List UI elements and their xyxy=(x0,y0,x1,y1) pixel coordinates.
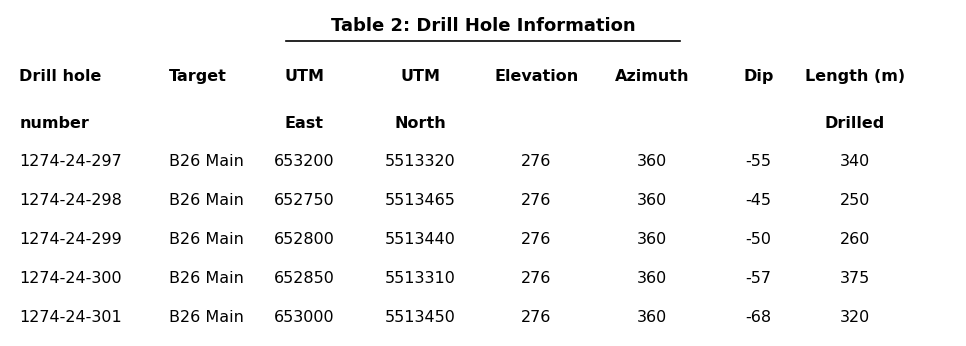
Text: 1274-24-297: 1274-24-297 xyxy=(19,154,122,169)
Text: Elevation: Elevation xyxy=(494,69,579,84)
Text: 360: 360 xyxy=(637,271,668,286)
Text: -57: -57 xyxy=(746,271,771,286)
Text: 652800: 652800 xyxy=(273,232,335,247)
Text: 652750: 652750 xyxy=(274,193,334,208)
Text: 250: 250 xyxy=(839,193,870,208)
Text: 276: 276 xyxy=(521,154,552,169)
Text: number: number xyxy=(19,116,89,131)
Text: -68: -68 xyxy=(745,310,772,325)
Text: 1274-24-300: 1274-24-300 xyxy=(19,271,122,286)
Text: B26 Main: B26 Main xyxy=(169,310,244,325)
Text: Drilled: Drilled xyxy=(825,116,885,131)
Text: 5513450: 5513450 xyxy=(384,310,456,325)
Text: -50: -50 xyxy=(746,232,771,247)
Text: North: North xyxy=(394,116,446,131)
Text: -45: -45 xyxy=(746,193,771,208)
Text: UTM: UTM xyxy=(284,69,325,84)
Text: 653000: 653000 xyxy=(274,310,334,325)
Text: East: East xyxy=(285,116,324,131)
Text: 1274-24-299: 1274-24-299 xyxy=(19,232,122,247)
Text: 360: 360 xyxy=(637,193,668,208)
Text: 1274-24-301: 1274-24-301 xyxy=(19,310,122,325)
Text: 360: 360 xyxy=(637,232,668,247)
Text: 320: 320 xyxy=(839,310,870,325)
Text: 375: 375 xyxy=(839,271,870,286)
Text: 276: 276 xyxy=(521,271,552,286)
Text: 653200: 653200 xyxy=(274,154,334,169)
Text: 276: 276 xyxy=(521,232,552,247)
Text: UTM: UTM xyxy=(400,69,440,84)
Text: 5513320: 5513320 xyxy=(384,154,456,169)
Text: Table 2: Drill Hole Information: Table 2: Drill Hole Information xyxy=(330,17,636,35)
Text: B26 Main: B26 Main xyxy=(169,232,244,247)
Text: Dip: Dip xyxy=(743,69,774,84)
Text: Drill hole: Drill hole xyxy=(19,69,101,84)
Text: B26 Main: B26 Main xyxy=(169,154,244,169)
Text: 1274-24-298: 1274-24-298 xyxy=(19,193,122,208)
Text: 260: 260 xyxy=(839,232,870,247)
Text: B26 Main: B26 Main xyxy=(169,271,244,286)
Text: 5513310: 5513310 xyxy=(384,271,456,286)
Text: 360: 360 xyxy=(637,310,668,325)
Text: -55: -55 xyxy=(746,154,771,169)
Text: 276: 276 xyxy=(521,310,552,325)
Text: 652850: 652850 xyxy=(273,271,335,286)
Text: Target: Target xyxy=(169,69,227,84)
Text: 360: 360 xyxy=(637,154,668,169)
Text: 340: 340 xyxy=(839,154,870,169)
Text: Length (m): Length (m) xyxy=(805,69,905,84)
Text: 5513465: 5513465 xyxy=(384,193,456,208)
Text: 276: 276 xyxy=(521,193,552,208)
Text: Azimuth: Azimuth xyxy=(614,69,690,84)
Text: 5513440: 5513440 xyxy=(384,232,456,247)
Text: B26 Main: B26 Main xyxy=(169,193,244,208)
